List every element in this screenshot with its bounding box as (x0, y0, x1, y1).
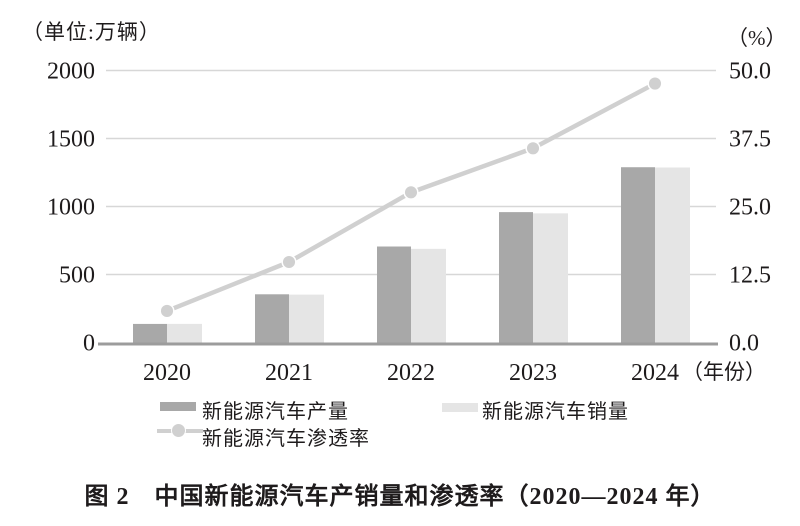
left-axis-tick-label: 1000 (47, 195, 95, 221)
x-axis-year-label: 2024 (631, 360, 679, 386)
sales-bar (289, 294, 324, 343)
production-bar (255, 294, 289, 343)
penetration-marker (525, 140, 541, 156)
sales-legend-swatch (442, 403, 478, 412)
left-axis-tick-label: 1500 (47, 127, 95, 153)
penetration-legend-marker-icon (171, 423, 186, 438)
x-axis-year-label: 2020 (143, 360, 191, 386)
production-bar (377, 246, 411, 343)
right-axis-unit-label: （%） (727, 26, 787, 50)
right-axis-tick-label: 50.0 (729, 59, 771, 85)
penetration-marker (281, 254, 297, 270)
sales-bar (411, 248, 446, 343)
sales-bar (167, 323, 202, 343)
x-axis-year-label: 2021 (265, 360, 313, 386)
figure-caption: 图 2 中国新能源汽车产销量和渗透率（2020—2024 年） (84, 484, 716, 510)
production-legend-label: 新能源汽车产量 (202, 401, 349, 423)
right-axis-tick-label: 12.5 (729, 263, 771, 289)
x-axis-year-label: 2022 (387, 360, 435, 386)
penetration-marker (403, 184, 419, 200)
right-axis-tick-label: 0.0 (729, 331, 759, 357)
x-axis-year-label: 2023 (509, 360, 557, 386)
left-axis-unit-label: （单位:万辆） (22, 20, 161, 44)
production-bar (499, 212, 533, 343)
production-legend-swatch (160, 402, 196, 411)
penetration-marker (159, 303, 175, 319)
sales-legend-label: 新能源汽车销量 (482, 401, 629, 423)
left-axis-tick-label: 0 (83, 331, 95, 357)
sales-bar (533, 213, 568, 343)
penetration-legend-label: 新能源汽车渗透率 (202, 428, 370, 450)
right-axis-tick-label: 37.5 (729, 127, 771, 153)
production-bar (133, 323, 167, 343)
left-axis-tick-label: 500 (59, 263, 95, 289)
left-axis-tick-label: 2000 (47, 59, 95, 85)
right-axis-tick-label: 25.0 (729, 195, 771, 221)
sales-bar (655, 167, 690, 343)
x-axis-suffix-label: （年份） (682, 360, 766, 384)
production-bar (621, 167, 655, 343)
chart-plot-area: 0 500 1000 1500 2000 0.0 12.5 25.0 37.5 50.0 2020 2… (47, 59, 771, 387)
penetration-marker (647, 76, 663, 92)
